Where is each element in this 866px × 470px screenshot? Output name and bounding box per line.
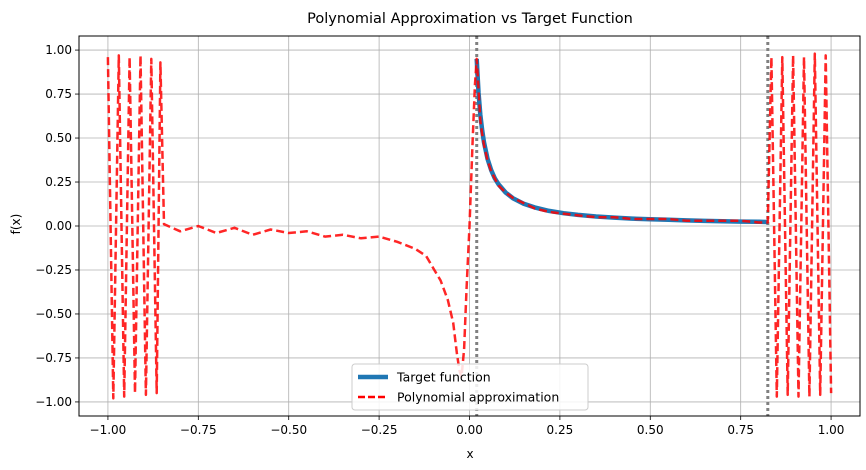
- x-tick-label: 0.25: [547, 423, 574, 437]
- y-tick-label: −0.75: [35, 351, 72, 365]
- legend-label: Polynomial approximation: [397, 390, 559, 405]
- x-tick-label: 0.75: [727, 423, 754, 437]
- y-tick-label: −1.00: [35, 395, 72, 409]
- y-tick-label: 0.75: [45, 87, 72, 101]
- x-tick-label: 0.00: [456, 423, 483, 437]
- axis-ticks: −1.00 −0.75 −0.50 −0.25 0.00 0.25 0.50 0.75 1.00…: [35, 43, 844, 437]
- x-tick-label: 1.00: [818, 423, 845, 437]
- approximation-series-line: [106, 52, 833, 400]
- y-tick-label: −0.50: [35, 307, 72, 321]
- x-tick-label: −0.75: [180, 423, 217, 437]
- x-tick-label: −0.50: [270, 423, 307, 437]
- legend-label: Target function: [396, 370, 491, 385]
- y-tick-label: 0.00: [45, 219, 72, 233]
- series-lines: [106, 52, 833, 400]
- x-tick-label: −1.00: [90, 423, 127, 437]
- x-tick-label: −0.25: [361, 423, 398, 437]
- chart-title: Polynomial Approximation vs Target Funct…: [307, 11, 633, 27]
- legend: Target function Polynomial approximation: [351, 363, 589, 411]
- x-tick-label: 0.50: [637, 423, 664, 437]
- y-tick-label: 0.25: [45, 175, 72, 189]
- y-tick-label: 1.00: [45, 43, 72, 57]
- y-axis-label: f(x): [9, 214, 23, 235]
- legend-box: [351, 363, 589, 411]
- x-axis-label: x: [466, 447, 473, 461]
- y-tick-label: 0.50: [45, 131, 72, 145]
- y-tick-label: −0.25: [35, 263, 72, 277]
